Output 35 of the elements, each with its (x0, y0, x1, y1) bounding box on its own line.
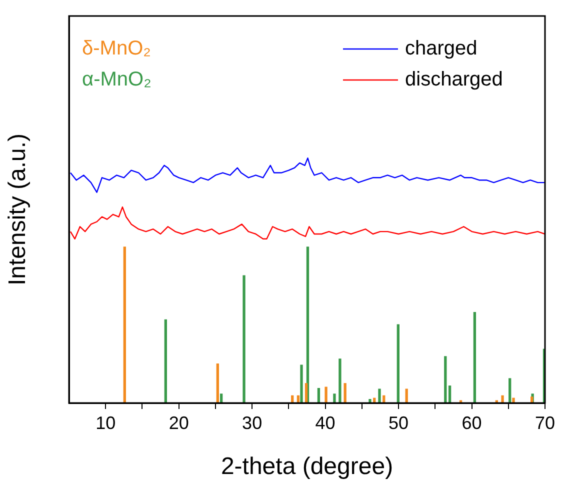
bar (164, 319, 167, 403)
bar (324, 386, 328, 403)
bar (405, 388, 408, 403)
x-tick-label: 30 (242, 412, 262, 433)
bar (344, 383, 346, 403)
bar (448, 386, 452, 403)
legend-label: charged (405, 38, 478, 60)
bar (333, 394, 336, 403)
bar (501, 395, 504, 403)
bar (512, 398, 515, 403)
bar (368, 398, 372, 403)
legend-label: discharged (405, 68, 503, 91)
bar (123, 246, 126, 403)
text: α-MnO₂ (82, 68, 152, 91)
x-tick-label: 60 (462, 412, 482, 433)
x-tick-label: 70 (534, 412, 556, 433)
x-axis-title: 2-theta (degree) (220, 453, 394, 480)
text: δ-MnO₂ (82, 38, 151, 60)
bar (338, 358, 342, 403)
y-axis-title: Intensity (a.u.) (4, 133, 32, 286)
bar (216, 363, 219, 403)
bar (444, 356, 447, 403)
bar (300, 364, 303, 403)
bar (242, 275, 246, 403)
x-tick-label: 20 (168, 412, 189, 433)
bar (304, 383, 308, 403)
x-tick-label: 50 (388, 412, 409, 433)
x-tick-label: 10 (96, 412, 116, 433)
bar (473, 312, 476, 403)
bar (508, 378, 512, 403)
x-tick-label: 40 (315, 412, 336, 433)
bar (396, 324, 400, 403)
bar (220, 394, 223, 403)
bar (317, 388, 320, 403)
bar (378, 388, 381, 403)
